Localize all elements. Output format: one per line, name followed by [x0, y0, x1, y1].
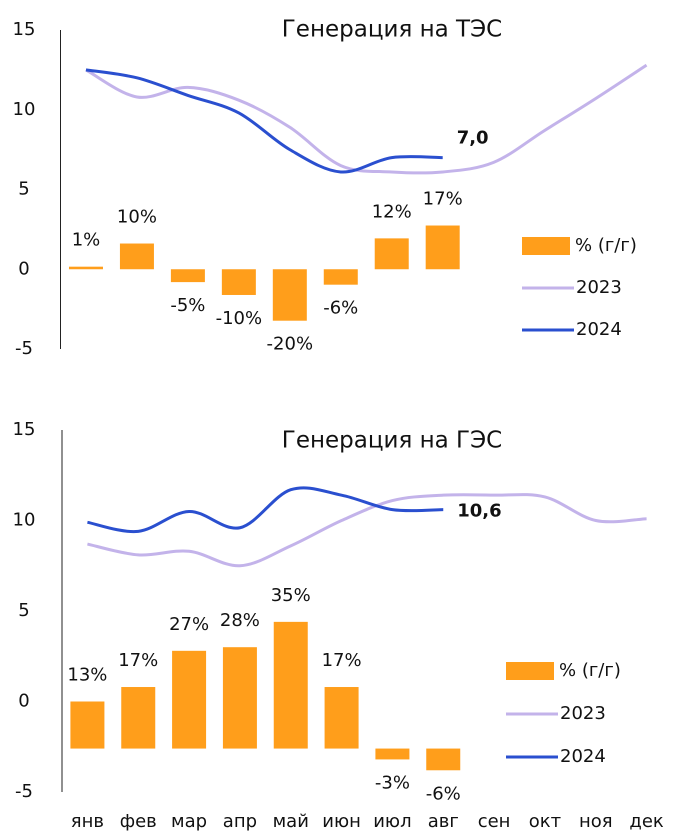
legend-swatch	[522, 237, 570, 255]
y-tick-label: 15	[13, 19, 36, 40]
x-tick-label: фев	[120, 811, 157, 832]
y-tick-label: 5	[18, 600, 29, 621]
bar	[221, 269, 256, 295]
x-tick-label: июн	[322, 811, 361, 832]
y-tick-label: 5	[18, 179, 29, 200]
data-label: 17%	[118, 650, 158, 671]
data-label: 17%	[423, 189, 463, 210]
data-label: 12%	[372, 201, 412, 222]
y-tick-label: 15	[13, 419, 36, 440]
bar	[324, 687, 359, 749]
data-label: -20%	[267, 334, 314, 355]
data-label: 7,0	[457, 128, 489, 149]
legend-label: 2024	[576, 319, 622, 340]
legend-label: 2024	[560, 746, 606, 767]
data-label: 27%	[169, 614, 209, 635]
data-label: 13%	[67, 665, 107, 686]
x-tick-label: май	[273, 811, 309, 832]
x-tick-label: апр	[223, 811, 257, 832]
bar	[121, 687, 156, 749]
bar	[272, 269, 307, 321]
data-label: -3%	[375, 772, 410, 793]
legend-label: % (г/г)	[575, 235, 637, 256]
line	[87, 493, 647, 568]
data-label: 10%	[117, 207, 157, 228]
y-tick-label: 10	[13, 99, 36, 120]
y-tick-label: 0	[18, 691, 29, 712]
x-tick-label: авг	[428, 811, 459, 832]
y-tick-label: -5	[15, 781, 33, 802]
bar	[375, 748, 410, 760]
x-tick-label: мар	[171, 811, 207, 832]
bar	[222, 647, 257, 749]
data-label: 10,6	[457, 501, 501, 522]
data-label: -10%	[216, 308, 263, 329]
x-tick-label: сен	[478, 811, 511, 832]
data-label: 1%	[72, 230, 101, 251]
data-label: 35%	[271, 585, 311, 606]
bar	[68, 266, 103, 270]
line	[85, 68, 443, 174]
data-label: -6%	[323, 298, 358, 319]
bar	[172, 650, 207, 749]
bar	[374, 238, 409, 270]
y-tick-label: 10	[13, 510, 36, 531]
x-tick-label: июл	[373, 811, 411, 832]
legend-label: 2023	[576, 277, 622, 298]
bar	[425, 225, 460, 270]
bar	[70, 701, 105, 749]
data-label: -5%	[170, 295, 205, 316]
legend-label: 2023	[560, 703, 606, 724]
chart-title: Генерация на ГЭС	[282, 428, 502, 454]
x-tick-label: янв	[71, 811, 104, 832]
bar	[323, 269, 358, 285]
line	[87, 486, 444, 534]
x-tick-label: ноя	[579, 811, 613, 832]
bar	[119, 243, 154, 270]
x-tick-label: дек	[629, 811, 664, 832]
y-tick-label: -5	[15, 338, 33, 359]
chart-title: Генерация на ТЭС	[282, 17, 502, 43]
x-tick-label: окт	[529, 811, 561, 832]
line	[85, 63, 648, 175]
data-label: -6%	[426, 783, 461, 804]
legend-swatch	[506, 662, 554, 680]
legend-label: % (г/г)	[559, 660, 621, 681]
data-label: 17%	[322, 650, 362, 671]
y-tick-label: 0	[18, 258, 29, 279]
bar	[273, 621, 308, 749]
bar	[170, 269, 205, 283]
data-label: 28%	[220, 610, 260, 631]
bar	[426, 748, 461, 771]
